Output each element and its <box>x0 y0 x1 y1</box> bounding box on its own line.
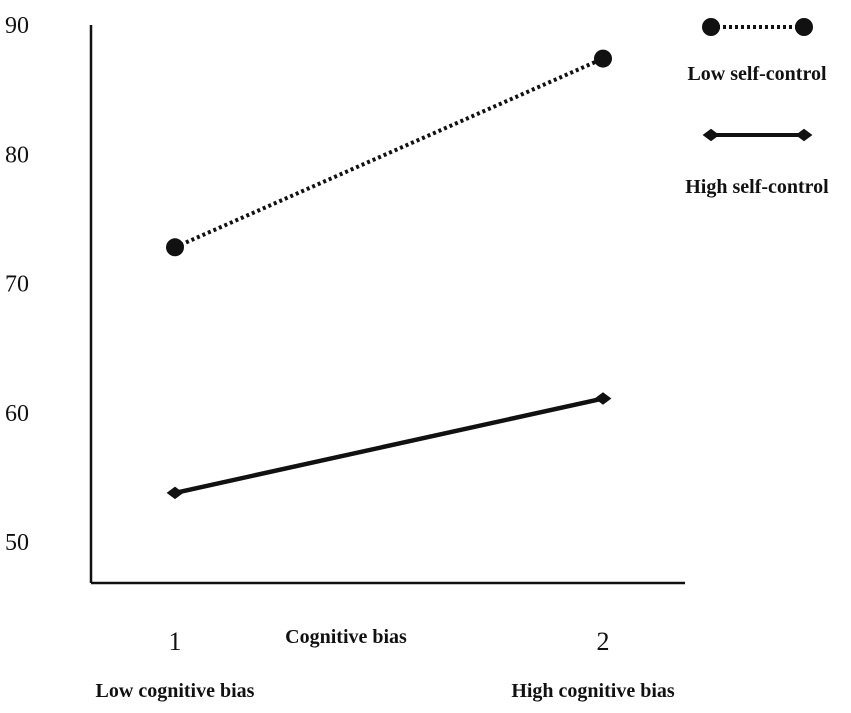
x-tick-label: 1 <box>169 627 182 656</box>
legend-marker <box>702 128 720 142</box>
y-tick-labels: 50 60 70 80 90 <box>5 13 29 556</box>
y-tick-label: 80 <box>5 142 29 168</box>
x-axis-title: Cognitive bias <box>285 626 407 648</box>
series-high-self-control <box>166 392 612 500</box>
data-point <box>594 392 612 405</box>
legend-item: Low self-control <box>687 18 827 85</box>
y-tick-label: 90 <box>5 13 29 39</box>
legend-item: High self-control <box>685 128 829 198</box>
x-tick-labels: 1 Low cognitive bias 2 High cognitive bias <box>96 627 675 702</box>
data-point <box>166 238 184 257</box>
y-tick-label: 60 <box>5 401 29 427</box>
axes <box>89 25 685 585</box>
legend-label: Low self-control <box>687 63 826 85</box>
legend-marker <box>702 18 720 36</box>
series-line <box>174 56 604 250</box>
data-point <box>166 486 184 500</box>
legend-label: High self-control <box>685 176 829 198</box>
y-tick-label: 50 <box>5 530 29 556</box>
x-tick-label: 2 <box>597 627 610 656</box>
series-low-self-control <box>166 49 612 257</box>
y-tick-label: 70 <box>5 272 29 298</box>
x-category-label: High cognitive bias <box>511 680 675 702</box>
legend-marker <box>795 128 813 142</box>
x-category-label: Low cognitive bias <box>96 680 255 702</box>
legend-marker <box>795 18 813 36</box>
series-layer <box>166 49 612 500</box>
legend: Low self-control High self-control <box>685 18 829 198</box>
data-point <box>594 49 612 68</box>
series-line <box>174 396 604 496</box>
